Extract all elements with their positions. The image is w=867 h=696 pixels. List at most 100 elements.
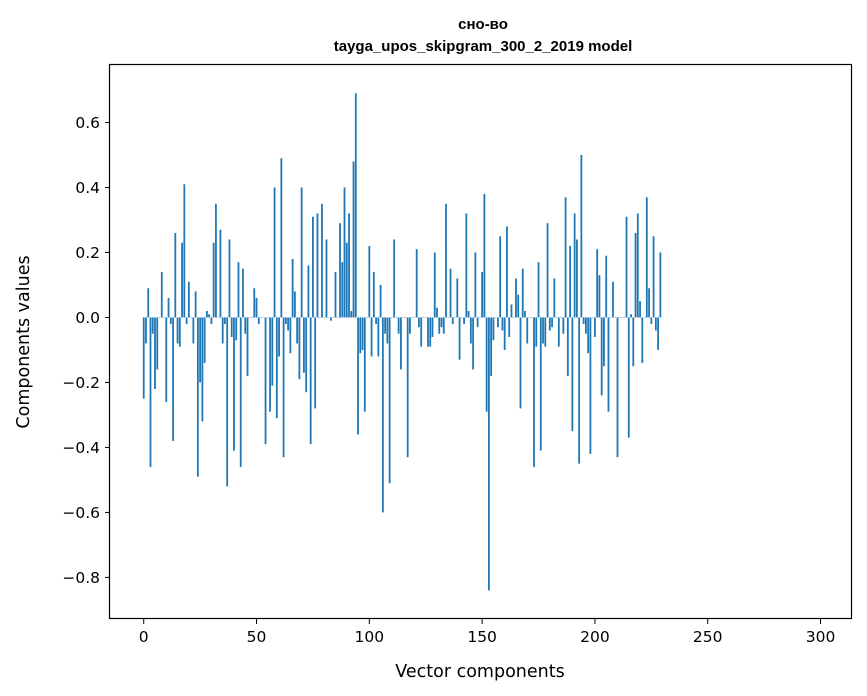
bar (544, 317, 547, 347)
bar (517, 294, 520, 318)
bar (149, 317, 152, 467)
bar (467, 310, 470, 318)
bar (418, 317, 420, 328)
bar (156, 317, 159, 370)
bar (607, 317, 610, 412)
bar (167, 297, 170, 318)
bar (503, 317, 506, 350)
bar (210, 317, 213, 324)
bar (264, 317, 267, 445)
bar (321, 203, 323, 318)
bar (300, 187, 303, 318)
bar (469, 317, 472, 344)
bar (463, 317, 465, 324)
bar (305, 317, 308, 393)
y-tick-label: 0.2 (75, 244, 100, 262)
y-tick-label: 0.6 (75, 114, 100, 132)
bar (539, 317, 542, 451)
bar (372, 271, 375, 318)
bar (573, 213, 576, 318)
bar (212, 242, 215, 318)
bar (293, 291, 296, 318)
bar (172, 317, 174, 441)
y-tick-label: −0.4 (62, 439, 100, 457)
bar (582, 317, 585, 324)
bar (519, 317, 522, 409)
bar (363, 317, 366, 412)
bar (361, 317, 364, 350)
bar (433, 252, 436, 318)
bar (235, 317, 238, 341)
bar (341, 262, 344, 318)
bar (575, 239, 578, 318)
bar (499, 236, 502, 318)
y-tick-label: −0.2 (62, 374, 100, 392)
bar (181, 242, 183, 318)
plot-area-frame (108, 63, 853, 620)
bar (160, 271, 163, 318)
bar (521, 268, 524, 318)
bar (594, 317, 596, 337)
bar (316, 213, 319, 318)
bar (203, 317, 206, 363)
bar (485, 317, 488, 412)
bar (632, 317, 635, 367)
bar (359, 317, 362, 354)
bar (303, 317, 305, 373)
x-tick-label: 50 (247, 628, 267, 646)
bar (625, 216, 628, 318)
bar (284, 317, 287, 324)
bar (379, 284, 382, 318)
bar (451, 317, 454, 324)
bar (442, 317, 445, 334)
x-axis-label: Vector components (395, 662, 564, 682)
bar (400, 317, 402, 370)
y-tick-label: 0.0 (75, 309, 100, 327)
bar (535, 317, 538, 347)
bar (429, 317, 432, 347)
bar (639, 301, 641, 318)
bar (205, 310, 208, 318)
bar (309, 317, 312, 445)
bar (230, 317, 233, 337)
chart-subtitle: tayga_upos_skipgram_300_2_2019 model (334, 38, 633, 55)
bar (145, 317, 147, 344)
bar (257, 317, 260, 324)
bar (415, 249, 418, 318)
bar (603, 317, 605, 367)
bar (201, 317, 204, 422)
bar (381, 317, 384, 513)
bar (515, 278, 517, 318)
bars (142, 93, 662, 591)
bar (654, 317, 657, 331)
bar (350, 310, 353, 318)
bar (571, 317, 574, 432)
bar (397, 317, 400, 334)
bar (580, 154, 583, 318)
bar (497, 317, 499, 328)
bar (377, 317, 380, 357)
bar (657, 317, 659, 350)
bar (526, 317, 529, 344)
bar (542, 317, 544, 344)
bar (490, 317, 493, 376)
bar (221, 317, 224, 344)
bar (314, 317, 317, 409)
bar (183, 184, 186, 318)
bar (546, 223, 549, 318)
bar (641, 317, 644, 363)
bar (524, 310, 526, 318)
bar (242, 268, 244, 318)
bar (440, 317, 443, 328)
bar (375, 317, 377, 324)
bar (659, 252, 662, 318)
bar (215, 203, 217, 318)
bar (194, 291, 197, 318)
bar (600, 317, 603, 396)
bar (548, 317, 551, 331)
bar (652, 236, 655, 318)
bar (348, 213, 350, 318)
bar (483, 193, 486, 318)
